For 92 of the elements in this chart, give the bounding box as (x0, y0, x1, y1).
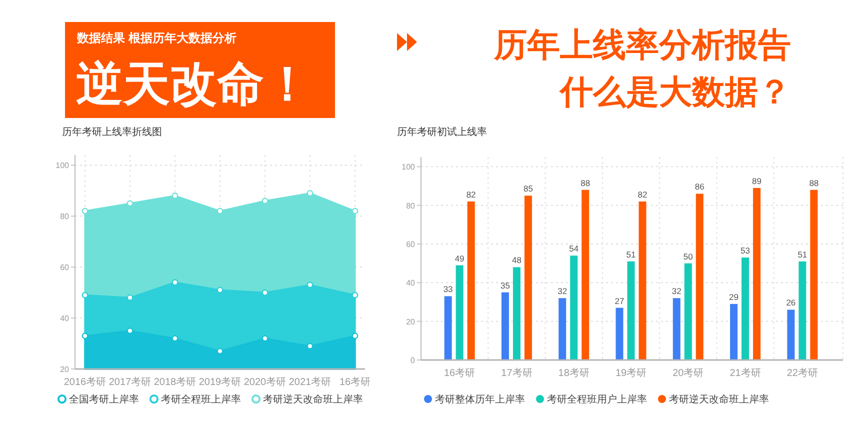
x-tick-label: 2021考研 (288, 376, 332, 388)
data-label: 85 (523, 184, 534, 194)
point (216, 348, 224, 354)
bar (753, 188, 761, 360)
point (262, 289, 268, 296)
x-tick-label: 2018考研 (154, 376, 196, 388)
bar (787, 310, 795, 360)
data-label: 54 (569, 244, 579, 254)
bar (570, 256, 578, 360)
bar (684, 263, 692, 360)
data-label: 26 (786, 298, 796, 308)
x-tick-label: 20考研 (672, 367, 704, 379)
legend-label: 考研全程班上岸率 (161, 394, 241, 406)
bar (810, 190, 818, 360)
x-tick-label: 2020考研 (244, 376, 286, 388)
bar (467, 201, 475, 360)
x-tick-label: 2017考研 (108, 376, 152, 388)
data-label: 89 (752, 176, 762, 186)
bar (798, 261, 806, 360)
bar (558, 298, 566, 360)
x-tick-label: 2019考研 (198, 376, 242, 388)
text: 数据结果 根据历年大数据分析 (76, 31, 236, 45)
text: 历年上线率分析报告 (493, 26, 791, 63)
bar (512, 267, 520, 360)
point (172, 192, 178, 199)
data-label: 29 (729, 292, 739, 302)
data-label: 32 (558, 286, 568, 296)
bar (742, 258, 750, 360)
y-tick-label: 40 (60, 314, 70, 324)
y-tick-label: 40 (406, 278, 416, 288)
data-label: 33 (443, 284, 454, 294)
data-label: 51 (626, 249, 636, 260)
point (82, 332, 88, 340)
data-label: 82 (466, 189, 476, 200)
y-tick-label: 60 (406, 240, 416, 249)
point (352, 332, 358, 340)
data-label: 50 (683, 251, 694, 262)
y-tick-label: 20 (406, 317, 416, 326)
bar (616, 308, 624, 360)
bar (638, 201, 646, 360)
point (306, 190, 314, 196)
bar (730, 304, 738, 360)
data-label: 88 (580, 178, 590, 188)
x-tick-label: 18考研 (558, 367, 590, 379)
data-label: 82 (638, 189, 648, 200)
x-tick-label: 19考研 (615, 367, 647, 379)
legend-label: 考研逆天改命班上岸率 (263, 394, 363, 406)
legend-label: 考研逆天改命班上岸率 (669, 394, 769, 406)
legend-label: 全国考研上岸率 (69, 394, 139, 406)
legend-label: 考研整体历年上岸率 (435, 394, 525, 406)
data-label: 51 (798, 249, 808, 260)
y-tick-label: 60 (60, 263, 70, 272)
data-label: 27 (614, 296, 624, 306)
bar (444, 296, 452, 360)
y-tick-label: 100 (402, 162, 416, 172)
bar (524, 196, 532, 360)
bar (672, 298, 680, 360)
x-tick-label: 22考研 (786, 367, 818, 379)
y-tick-label: 20 (60, 365, 70, 374)
data-label: 32 (672, 286, 682, 296)
point (352, 208, 358, 214)
point (126, 294, 134, 301)
x-tick-label: 16考研 (444, 367, 476, 379)
bar (627, 261, 635, 360)
data-label: 86 (694, 182, 705, 192)
x-tick-label: 17考研 (501, 367, 532, 379)
point (82, 292, 88, 298)
point (82, 208, 88, 214)
x-tick-label: 2016考研 (64, 376, 106, 388)
legend-label: 考研全程班用户上岸率 (547, 394, 647, 406)
data-label: 53 (740, 246, 750, 256)
y-tick-label: 0 (410, 356, 416, 365)
data-label: 49 (454, 253, 465, 264)
bar (582, 190, 590, 360)
point (126, 328, 134, 334)
y-tick-label: 80 (60, 212, 70, 222)
y-tick-label: 100 (56, 161, 70, 170)
bar (696, 194, 704, 360)
x-tick-label: 16考研 (339, 376, 371, 388)
bar (501, 292, 509, 360)
data-label: 88 (809, 178, 819, 188)
chart-title: 历年考研上线率折线图 (62, 126, 162, 138)
x-tick-label: 21考研 (730, 367, 761, 379)
y-tick-label: 80 (406, 201, 416, 210)
point (306, 342, 314, 350)
text: 逆天改命！ (76, 57, 311, 110)
chart-title: 历年考研初试上线率 (397, 126, 487, 138)
data-label: 48 (512, 255, 522, 266)
data-label: 35 (500, 280, 510, 290)
text: 什么是大数据？ (558, 73, 791, 110)
bar (456, 265, 464, 360)
point (352, 292, 358, 298)
